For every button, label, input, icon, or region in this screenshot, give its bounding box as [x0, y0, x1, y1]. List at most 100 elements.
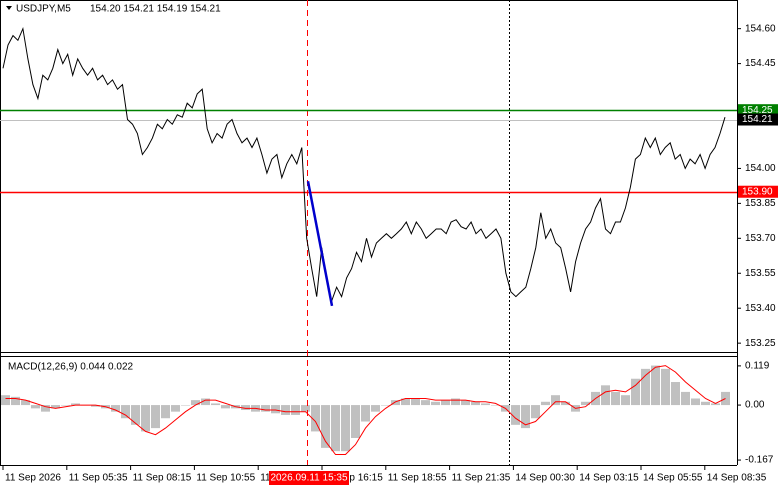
y-tick-label: 0.00 — [745, 400, 765, 411]
histogram-bar — [221, 405, 230, 409]
histogram-bar — [411, 398, 420, 406]
histogram-bar — [121, 405, 130, 419]
histogram-bar — [111, 405, 120, 412]
histogram-bar — [491, 405, 500, 406]
histogram-bar — [641, 368, 650, 406]
histogram-bar — [211, 403, 220, 406]
histogram-bar — [371, 405, 380, 412]
price-line — [2, 26, 726, 304]
histogram-bar — [521, 405, 530, 429]
price-label: 154.21 — [742, 114, 773, 125]
histogram-bar — [191, 400, 200, 406]
histogram-bar — [31, 405, 40, 409]
marker-label: 2026.09.11 15:35 — [270, 473, 348, 484]
histogram-bar — [661, 368, 670, 406]
y-tick-label: 153.55 — [745, 268, 776, 279]
histogram-bar — [391, 400, 400, 406]
quote: 154.20 154.21 154.19 154.21 — [90, 4, 221, 15]
x-tick-label: 14 Sep 00:30 — [515, 473, 575, 484]
histogram-bar — [341, 405, 350, 452]
histogram-bar — [631, 378, 640, 406]
y-tick-label: 154.00 — [745, 163, 776, 174]
histogram-bar — [721, 391, 730, 406]
histogram-bar — [291, 405, 300, 415]
y-tick-label: 153.85 — [745, 198, 776, 209]
x-tick-label: 11 Sep 18:55 — [388, 473, 447, 484]
histogram-bar — [401, 398, 410, 406]
histogram-bar — [581, 401, 590, 406]
histogram-bar — [681, 391, 690, 406]
histogram-bar — [531, 405, 540, 419]
histogram-bar — [311, 405, 320, 432]
histogram-bar — [161, 405, 170, 419]
symbol: USDJPY,M5 — [16, 4, 71, 15]
y-tick-label: 153.40 — [745, 303, 776, 314]
histogram-bar — [281, 405, 290, 415]
histogram-bar — [361, 405, 370, 422]
histogram-bar — [561, 401, 570, 406]
histogram-bar — [331, 405, 340, 452]
histogram-bar — [131, 405, 140, 425]
x-tick-label: 11 Sep 10:55 — [196, 473, 255, 484]
histogram-bar — [551, 395, 560, 406]
marker-label-box — [269, 471, 349, 485]
y-tick-label: -0.167 — [745, 455, 774, 466]
histogram-bar — [471, 401, 480, 406]
y-tick-label: 153.70 — [745, 233, 776, 244]
price-label-box — [738, 185, 778, 198]
histogram-bar — [11, 396, 20, 406]
histogram-bar — [621, 395, 630, 406]
histogram-bar — [611, 391, 620, 406]
histogram-bar — [511, 405, 520, 425]
price-label-box — [738, 104, 778, 117]
histogram-bar — [91, 405, 100, 407]
y-tick-label: 154.60 — [745, 23, 776, 34]
histogram-bar — [151, 405, 160, 429]
histogram-bar — [181, 405, 190, 406]
histogram-bar — [421, 400, 430, 406]
macd-title: MACD(12,26,9) 0.044 0.022 — [8, 362, 134, 373]
histogram-bar — [541, 401, 550, 406]
histogram-bar — [71, 403, 80, 406]
x-tick-label: 14 Sep 08:35 — [707, 473, 767, 484]
histogram-bar — [241, 405, 250, 411]
histogram-bar — [41, 405, 50, 412]
histogram-bar — [381, 405, 390, 406]
histogram-bar — [701, 401, 710, 406]
histogram-bar — [171, 405, 180, 412]
histogram-bar — [61, 405, 70, 406]
signal-line — [306, 181, 334, 307]
y-tick-label: 154.45 — [745, 58, 776, 69]
x-tick-label: 11 Sep 05:35 — [69, 473, 128, 484]
x-tick-label: 11 Sep 2026 — [5, 473, 61, 484]
histogram-bar — [301, 405, 310, 412]
histogram-bar — [1, 395, 10, 406]
histogram-bar — [461, 400, 470, 406]
histogram-bar — [451, 398, 460, 406]
histogram-bar — [261, 405, 270, 412]
x-tick-label: 11 Sep 16:15 — [324, 473, 383, 484]
y-tick-label: 0.119 — [745, 361, 770, 372]
x-tick-label: 14 Sep 03:15 — [579, 473, 639, 484]
histogram-bar — [271, 405, 280, 414]
x-tick-label: 14 Sep 05:55 — [643, 473, 703, 484]
price-label: 153.90 — [742, 186, 773, 197]
menu-arrow — [6, 6, 12, 10]
x-tick-label: 11 Sep 21:35 — [452, 473, 511, 484]
histogram-bar — [201, 398, 210, 406]
histogram-bar — [141, 405, 150, 432]
histogram-bar — [21, 400, 30, 406]
histogram-bar — [431, 401, 440, 406]
histogram-bar — [351, 405, 360, 438]
price-label: 154.25 — [742, 105, 773, 116]
price-label-box — [738, 113, 778, 126]
histogram-bar — [321, 405, 330, 448]
histogram-bar — [671, 382, 680, 406]
histogram-bar — [691, 398, 700, 406]
histogram-bar — [711, 403, 720, 406]
histogram-bar — [441, 400, 450, 406]
histogram-bar — [601, 385, 610, 406]
histogram-bar — [651, 365, 660, 406]
